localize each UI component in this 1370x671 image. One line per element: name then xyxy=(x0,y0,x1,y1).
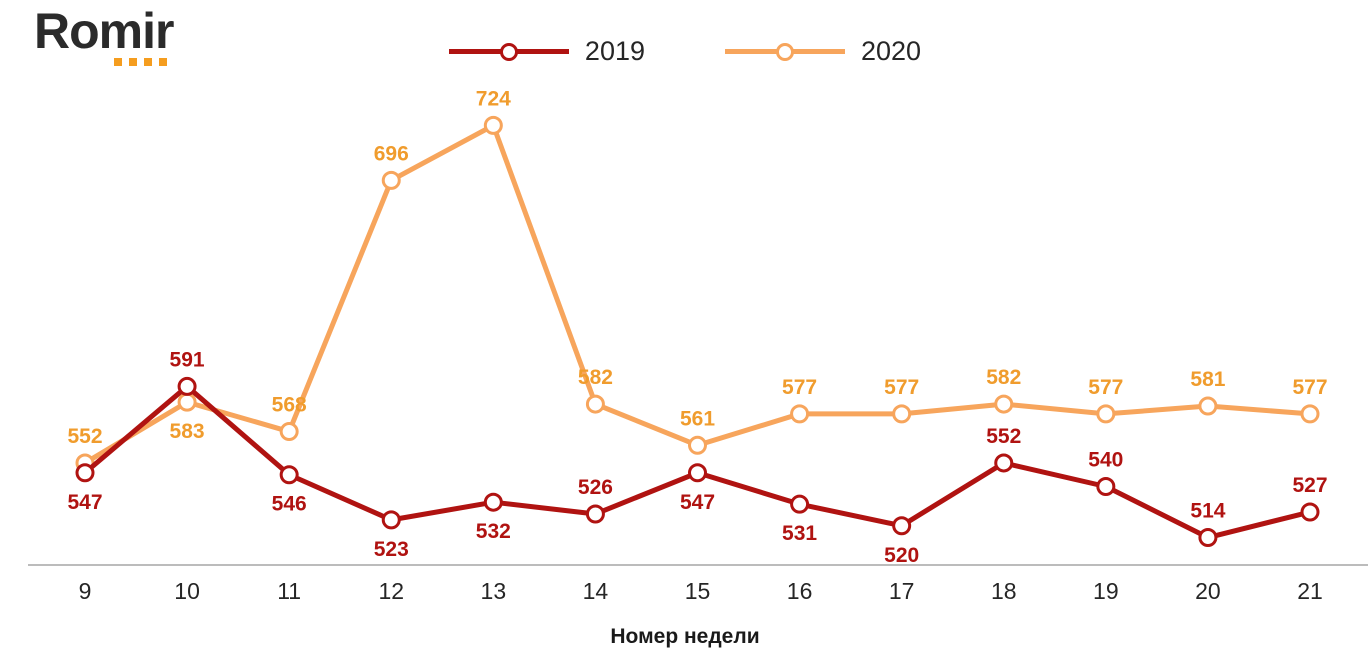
chart-legend: 2019 2020 xyxy=(0,36,1370,67)
data-point-2019-week-9 xyxy=(75,463,95,483)
data-label-2019-week-21: 527 xyxy=(1292,474,1327,497)
data-point-2020-week-12 xyxy=(381,170,401,190)
data-point-2019-week-14 xyxy=(585,504,605,524)
data-label-2020-week-15: 561 xyxy=(680,407,715,430)
x-tick-label-21: 21 xyxy=(1297,578,1323,604)
data-point-2020-week-17 xyxy=(892,404,912,424)
data-point-2019-week-17 xyxy=(892,516,912,536)
line-chart: 9 10 11 12 13 14 15 16 17 18 19 20 21 552 583 568 696 724… xyxy=(28,87,1368,604)
data-label-2020-week-18: 582 xyxy=(986,366,1021,389)
data-label-2019-week-10: 591 xyxy=(170,348,205,371)
legend-marker-icon xyxy=(776,42,794,61)
x-tick-label-11: 11 xyxy=(277,578,301,604)
x-tick-label-12: 12 xyxy=(378,578,404,604)
romir-logo-dots xyxy=(114,58,173,66)
logo-dot-icon xyxy=(114,58,122,66)
data-point-2020-week-13 xyxy=(483,115,503,135)
data-label-2020-week-20: 581 xyxy=(1190,368,1225,391)
data-label-2020-week-19: 577 xyxy=(1088,376,1123,399)
x-tick-label-14: 14 xyxy=(583,578,609,604)
data-point-2019-week-19 xyxy=(1096,477,1116,496)
legend-line-2020 xyxy=(725,42,845,61)
data-label-2019-week-14: 526 xyxy=(578,476,613,499)
x-tick-label-18: 18 xyxy=(991,578,1017,604)
data-label-2019-week-13: 532 xyxy=(476,520,511,543)
data-point-2020-week-21 xyxy=(1300,404,1320,424)
logo-dot-icon xyxy=(144,58,152,66)
data-point-2020-week-11 xyxy=(279,422,299,442)
legend-label: 2020 xyxy=(861,36,922,66)
legend-label: 2019 xyxy=(584,36,645,66)
data-point-2019-week-11 xyxy=(279,465,299,485)
data-label-2019-week-16: 531 xyxy=(782,522,817,545)
romir-logo-text: Romir xyxy=(34,3,174,59)
data-point-2019-week-16 xyxy=(790,494,810,514)
x-axis-title: Номер недели xyxy=(610,625,760,648)
data-point-2020-week-10 xyxy=(177,392,197,412)
data-label-2020-week-12: 696 xyxy=(374,142,409,165)
data-label-2019-week-11: 546 xyxy=(272,493,307,516)
data-point-2019-week-12 xyxy=(381,510,401,530)
legend-line-2019 xyxy=(448,42,569,61)
data-label-2020-week-13: 724 xyxy=(476,87,511,110)
legend-item-2019: 2019 xyxy=(448,36,645,67)
data-point-2019-week-13 xyxy=(483,492,503,512)
data-label-2020-week-14: 582 xyxy=(578,366,613,389)
legend-marker-icon xyxy=(499,42,518,61)
data-point-2019-week-21 xyxy=(1300,502,1320,522)
logo-dot-icon xyxy=(129,58,137,66)
data-label-2020-week-11: 568 xyxy=(272,394,307,417)
x-tick-label-20: 20 xyxy=(1195,578,1221,604)
data-label-2019-week-15: 547 xyxy=(680,491,715,514)
data-point-2019-week-18 xyxy=(994,453,1014,473)
data-point-2020-week-15 xyxy=(688,435,707,455)
data-label-2020-week-21: 577 xyxy=(1292,376,1327,399)
x-tick-label-19: 19 xyxy=(1093,578,1119,604)
data-label-2019-week-18: 552 xyxy=(986,425,1021,448)
data-label-2019-week-9: 547 xyxy=(67,491,102,514)
data-point-2020-week-16 xyxy=(790,404,810,424)
legend-item-2020: 2020 xyxy=(725,36,921,67)
data-point-2020-week-14 xyxy=(585,394,605,414)
x-tick-label-15: 15 xyxy=(685,578,711,604)
x-tick-label-17: 17 xyxy=(889,578,915,604)
data-label-2019-week-12: 523 xyxy=(374,538,409,561)
data-point-2020-week-18 xyxy=(994,394,1014,414)
data-label-2020-week-17: 577 xyxy=(884,376,919,399)
romir-logo: Romir xyxy=(34,3,174,66)
x-tick-label-9: 9 xyxy=(79,578,92,604)
x-tick-label-16: 16 xyxy=(787,578,813,604)
x-tick-label-13: 13 xyxy=(481,578,507,604)
x-tick-label-10: 10 xyxy=(174,578,200,604)
data-point-2020-week-20 xyxy=(1198,396,1218,416)
data-point-2019-week-10 xyxy=(177,376,197,396)
data-label-2019-week-19: 540 xyxy=(1088,449,1123,472)
data-label-2020-week-16: 577 xyxy=(782,376,817,399)
data-label-2020-week-9: 552 xyxy=(67,425,102,448)
data-label-2020-week-10: 583 xyxy=(170,420,205,443)
data-label-2019-week-17: 520 xyxy=(884,544,919,567)
data-point-2019-week-15 xyxy=(688,463,707,483)
data-label-2019-week-20: 514 xyxy=(1190,500,1225,523)
data-point-2019-week-20 xyxy=(1198,528,1218,548)
logo-dot-icon xyxy=(159,58,167,66)
data-point-2020-week-19 xyxy=(1096,404,1116,424)
